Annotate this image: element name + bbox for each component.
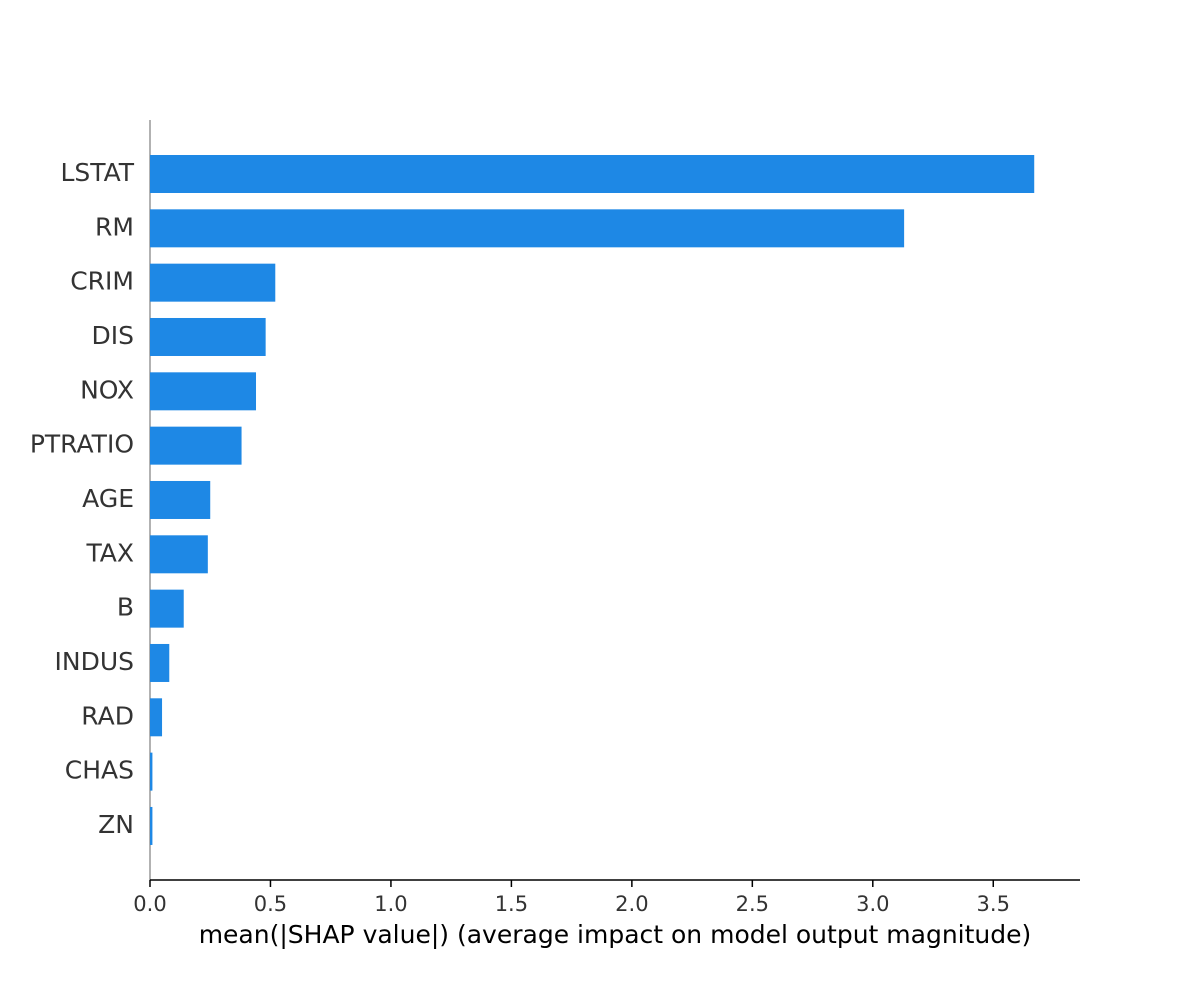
bar [150,480,211,519]
x-tick-label: 3.5 [977,892,1010,916]
bar [150,209,905,248]
y-tick-label: B [117,593,134,622]
y-tick-label: LSTAT [60,158,134,187]
x-tick-label: 2.0 [615,892,648,916]
x-tick-label: 0.5 [254,892,287,916]
x-axis-label: mean(|SHAP value|) (average impact on mo… [199,920,1032,949]
bar [150,372,257,411]
y-tick-label: CRIM [70,267,134,296]
y-tick-label: RAD [81,701,134,730]
bar [150,589,184,628]
bar [150,643,170,682]
bar [150,806,153,845]
bar [150,752,153,791]
bar [150,317,266,356]
bar [150,263,276,302]
x-tick-label: 3.0 [856,892,889,916]
y-tick-label: CHAS [65,756,134,785]
y-tick-label: INDUS [55,647,135,676]
y-tick-label: ZN [98,810,134,839]
bar [150,698,163,737]
y-tick-label: PTRATIO [30,430,134,459]
y-tick-label: DIS [92,321,135,350]
x-tick-label: 0.0 [133,892,166,916]
x-tick-label: 1.5 [495,892,528,916]
x-tick-label: 2.5 [736,892,769,916]
x-tick-label: 1.0 [374,892,407,916]
bar [150,426,242,465]
bar [150,155,1035,193]
y-tick-label: NOX [80,375,134,404]
y-tick-label: RM [95,212,134,241]
y-tick-label: AGE [82,484,134,513]
bar [150,535,208,574]
y-tick-label: TAX [85,538,134,567]
